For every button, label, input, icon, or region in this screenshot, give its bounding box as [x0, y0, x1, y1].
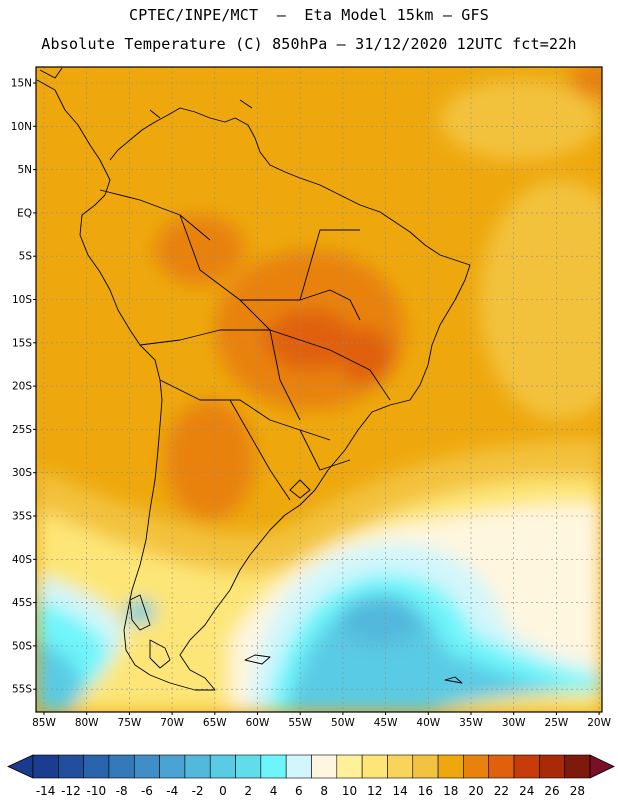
colorbar-label: -4: [166, 784, 178, 798]
lat-tick-label: 35S: [12, 511, 32, 523]
lat-tick-label: 20S: [12, 381, 32, 393]
lat-tick-label: 15S: [12, 337, 32, 349]
lat-tick-label: 5S: [19, 251, 33, 263]
colorbar-label: 18: [443, 784, 458, 798]
colorbar-arrow-high: [589, 754, 615, 779]
colorbar-label: 14: [392, 784, 407, 798]
colorbar-swatch: [184, 754, 211, 779]
colorbar-swatch: [235, 754, 262, 779]
lon-tick-label: 65W: [203, 717, 227, 729]
colorbar: -14 -12 -10 -8 -6 -4 -2 0 2 4 6 8 10 12 14 16 18 20 22 24 26…: [7, 754, 615, 798]
colorbar-label: -14: [36, 784, 56, 798]
colorbar-label: 8: [320, 784, 328, 798]
lon-tick-label: 45W: [374, 717, 398, 729]
colorbar-swatch: [564, 754, 591, 779]
lat-tick-label: 15N: [11, 78, 32, 90]
lat-tick-label: 55S: [12, 684, 32, 696]
colorbar-label: -6: [141, 784, 153, 798]
lon-tick-label: 25W: [545, 717, 569, 729]
lon-tick-label: 35W: [459, 717, 483, 729]
lat-tick-label: 40S: [12, 554, 32, 566]
colorbar-swatch: [32, 754, 59, 779]
lat-lon-grid: [36, 67, 602, 712]
colorbar-swatch: [463, 754, 490, 779]
map-frame: [35, 66, 603, 713]
colorbar-swatch: [285, 754, 312, 779]
lon-tick-label: 55W: [288, 717, 312, 729]
colorbar-swatch: [58, 754, 84, 779]
lat-tick-label: 10N: [11, 121, 32, 133]
colorbar-swatch: [83, 754, 110, 779]
lon-tick-label: 70W: [160, 717, 184, 729]
colorbar-label: -10: [86, 784, 106, 798]
colorbar-label: 12: [367, 784, 382, 798]
lon-tick-label: 40W: [416, 717, 440, 729]
colorbar-label: 26: [544, 784, 559, 798]
colorbar-swatch: [488, 754, 515, 779]
colorbar-swatch: [387, 754, 414, 779]
colorbar-swatch: [159, 754, 186, 779]
colorbar-label: 4: [270, 784, 278, 798]
colorbar-swatch: [513, 754, 540, 779]
lat-tick-label: 30S: [12, 467, 32, 479]
colorbar-swatch: [209, 754, 236, 779]
lon-tick-label: 75W: [118, 717, 142, 729]
lat-tick-label: 25S: [12, 424, 32, 436]
colorbar-label: 24: [519, 784, 534, 798]
lat-tick-label: 5N: [17, 164, 32, 176]
colorbar-swatch: [311, 754, 338, 779]
colorbar-swatch: [437, 754, 464, 779]
lon-tick-label: 60W: [246, 717, 270, 729]
lat-tick-label: EQ: [17, 207, 32, 219]
lat-tick-label: 45S: [12, 597, 32, 609]
latitude-axis: 15N 10N 5N EQ 5S 10S 15S 20S 25S 30S 35S 40S 45S 50S 5…: [11, 78, 36, 696]
lat-tick-label: 10S: [12, 294, 32, 306]
colorbar-label: 20: [468, 784, 483, 798]
lon-tick-label: 85W: [32, 717, 56, 729]
map-title-line2: Absolute Temperature (C) 850hPa – 31/12/…: [41, 35, 577, 53]
map-title-line1: CPTEC/INPE/MCT – Eta Model 15km – GFS: [129, 6, 489, 24]
colorbar-label: 22: [494, 784, 509, 798]
colorbar-label: 16: [418, 784, 433, 798]
colorbar-swatch: [412, 754, 439, 779]
colorbar-swatch: [539, 754, 565, 779]
colorbar-label: 10: [342, 784, 357, 798]
lon-tick-label: 80W: [75, 717, 99, 729]
colorbar-label: -12: [61, 784, 81, 798]
colorbar-label: 6: [295, 784, 303, 798]
colorbar-label: 0: [219, 784, 227, 798]
colorbar-swatch: [108, 754, 135, 779]
colorbar-swatch: [361, 754, 388, 779]
lon-tick-label: 20W: [587, 717, 611, 729]
colorbar-label: -8: [116, 784, 128, 798]
lat-tick-label: 50S: [12, 640, 32, 652]
longitude-axis: 85W 80W 75W 70W 65W 60W 55W 50W 45W 40W 35W 30W 25W 2…: [32, 712, 612, 729]
colorbar-swatch: [133, 754, 160, 779]
colorbar-label: 28: [570, 784, 585, 798]
colorbar-arrow-low: [7, 754, 34, 779]
colorbar-swatch: [336, 754, 363, 779]
colorbar-label: 2: [244, 784, 252, 798]
coastlines: [36, 67, 471, 691]
colorbar-label: -2: [192, 784, 204, 798]
lon-tick-label: 50W: [331, 717, 355, 729]
colorbar-swatch: [260, 754, 287, 779]
lon-tick-label: 30W: [502, 717, 526, 729]
